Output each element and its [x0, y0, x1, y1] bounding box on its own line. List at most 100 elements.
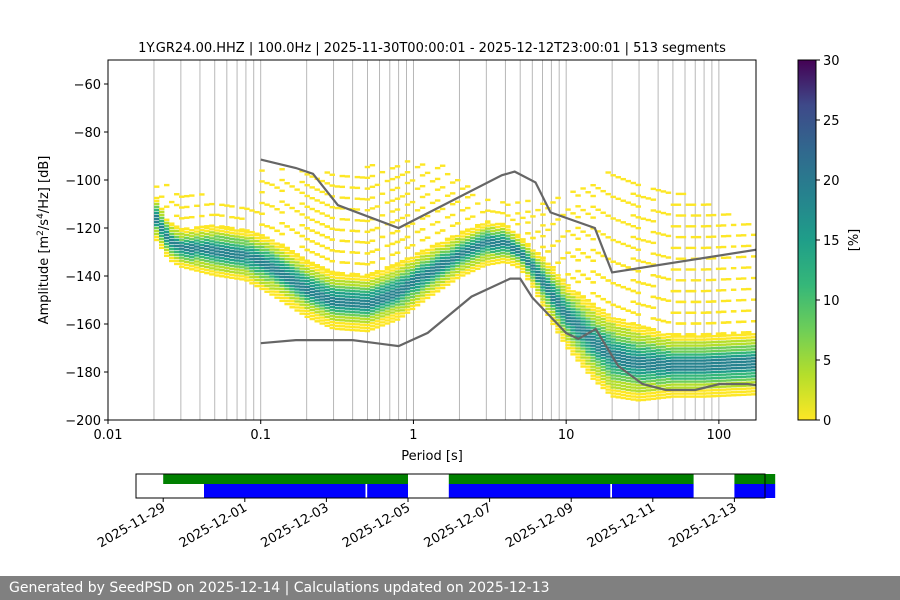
heat-cell [229, 249, 235, 252]
heat-cell [179, 265, 185, 268]
heat-cell [439, 286, 446, 290]
heat-cell [174, 253, 180, 257]
heat-cell [670, 362, 677, 365]
heat-cell [600, 329, 606, 333]
heat-cell [349, 313, 356, 317]
heat-cell [414, 292, 421, 295]
heat-cell [174, 225, 180, 228]
heat-cell [309, 240, 315, 243]
heat-cell [500, 236, 506, 240]
heat-cell [454, 178, 461, 182]
heat-cell [164, 239, 170, 242]
heat-cell [344, 310, 351, 313]
heat-cell [309, 278, 315, 282]
heat-cell [545, 307, 551, 311]
heat-cell [590, 320, 596, 323]
heat-cell [690, 203, 697, 206]
heat-cell [580, 341, 586, 344]
heat-cell [359, 317, 366, 320]
heat-cell [389, 302, 396, 305]
heat-cell [645, 329, 652, 332]
heat-cell [284, 260, 290, 264]
heat-cell [550, 266, 556, 269]
heat-cell [184, 254, 190, 258]
heat-cell [665, 338, 672, 342]
heat-cell [414, 252, 421, 255]
heat-cell [620, 242, 626, 246]
heat-cell [369, 174, 376, 178]
heat-cell [560, 315, 566, 318]
heat-cell [304, 261, 310, 265]
heat-cell [675, 365, 682, 368]
heat-cell [470, 260, 476, 264]
heat-cell [269, 263, 275, 266]
heat-cell [409, 271, 416, 275]
heat-cell [324, 312, 330, 315]
heat-cell [369, 304, 376, 307]
heat-cell [164, 224, 170, 227]
x-axis-label: Period [s] [401, 449, 463, 464]
heat-cell [565, 293, 571, 296]
heat-cell [660, 378, 667, 381]
heat-cell [520, 267, 526, 271]
heat-cell [725, 349, 732, 352]
heat-cell [239, 260, 245, 263]
heat-cell [153, 232, 160, 236]
heat-cell [444, 194, 451, 197]
heat-cell [705, 353, 712, 356]
heat-cell [279, 278, 285, 282]
heat-cell [329, 299, 335, 303]
heat-cell [470, 245, 476, 249]
heat-cell [655, 361, 662, 364]
heat-cell [269, 245, 275, 248]
heat-cell [520, 270, 526, 274]
timeline-tick-label: 2025-12-03 [258, 500, 331, 551]
heat-cell [570, 290, 576, 293]
heat-cell [540, 224, 546, 227]
heat-cell [414, 277, 421, 280]
heat-cell [254, 236, 260, 240]
heat-cell [490, 256, 496, 260]
heat-cell [665, 380, 672, 384]
heat-cell [510, 242, 516, 246]
heat-cell [299, 312, 305, 315]
heat-cell [269, 183, 275, 186]
heat-cell [249, 243, 255, 246]
heat-cell [444, 259, 451, 262]
heat-cell [254, 281, 260, 285]
heat-cell [495, 231, 501, 235]
heat-cell [675, 322, 682, 325]
heat-cell [540, 277, 546, 280]
heat-cell [244, 234, 250, 237]
heat-cell [630, 332, 636, 335]
heat-cell [239, 248, 245, 251]
heat-cell [214, 259, 220, 262]
heat-cell [409, 277, 416, 281]
heat-cell [550, 310, 556, 314]
heat-cell [595, 310, 601, 313]
heat-cell [485, 233, 491, 236]
heat-cell [725, 391, 732, 394]
heat-cell [660, 190, 667, 193]
heat-cell [555, 280, 561, 283]
heat-cell [615, 378, 621, 381]
heat-cell [404, 284, 411, 287]
heat-cell [324, 288, 330, 291]
heat-cell [379, 170, 386, 174]
heat-cell [590, 347, 596, 350]
heat-cell [580, 329, 586, 332]
heat-cell [635, 280, 642, 284]
heat-cell [745, 331, 752, 334]
heat-cell [374, 275, 381, 278]
heat-cell [675, 268, 682, 271]
heat-cell [525, 256, 531, 260]
heat-cell [194, 226, 200, 229]
heat-cell [635, 396, 642, 399]
heat-cell [349, 251, 356, 254]
heat-cell [610, 326, 616, 329]
heat-cell [354, 275, 361, 278]
heat-cell [399, 267, 406, 270]
heat-cell [630, 289, 636, 293]
heat-cell [349, 316, 356, 320]
heat-cell [319, 313, 325, 316]
